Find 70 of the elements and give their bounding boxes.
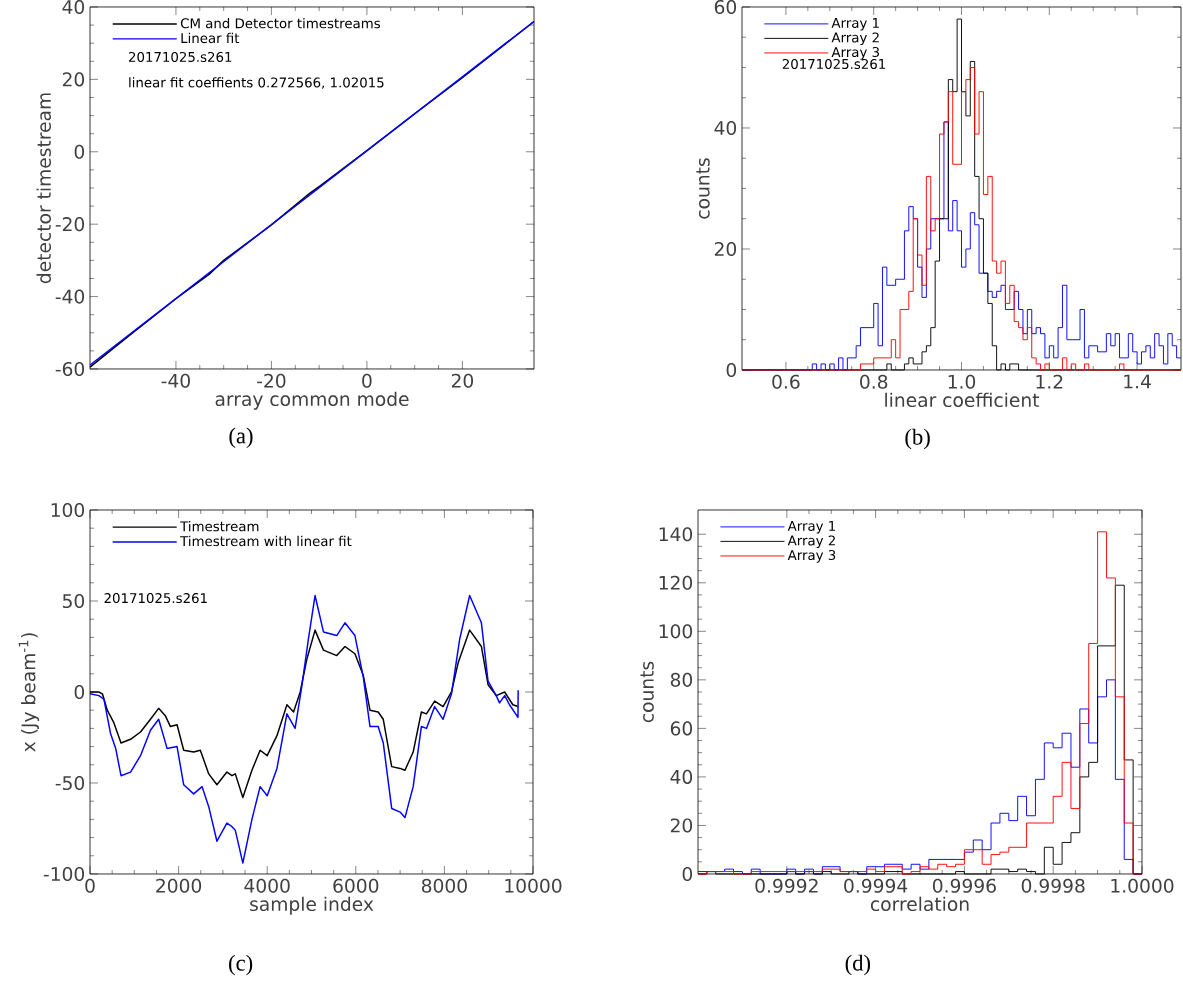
x-tick-label: 20: [451, 373, 474, 388]
y-tick-label: 50: [62, 593, 85, 609]
y-axis-title: x (Jy beam$^{-1}$): [18, 633, 40, 752]
annotation: 20171025.s261: [782, 58, 886, 70]
annotation: 20171025.s261: [129, 51, 232, 62]
x-tick-label: 0: [362, 373, 372, 388]
x-axis-title: linear coefficient: [885, 392, 1040, 408]
x-tick-label: 0.6: [772, 374, 800, 389]
x-tick-label: 0.9992: [755, 878, 818, 893]
y-tick-label: 20: [714, 241, 737, 257]
x-tick-label: -40: [161, 373, 190, 388]
y-tick-label: 100: [51, 502, 85, 518]
x-tick-label: 8000: [421, 878, 467, 893]
y-axis-title: detector timestream: [36, 93, 51, 284]
y-tick-label: 40: [670, 769, 693, 784]
legend-label: Array 3: [831, 46, 879, 60]
x-tick-label: 0.8: [860, 374, 888, 389]
x-tick-label: 1.0000: [1111, 878, 1174, 893]
y-tick-label: -100: [43, 866, 85, 882]
x-tick-label: 0.9998: [1021, 878, 1085, 893]
x-tick-label: 0.9996: [932, 878, 996, 893]
legend-label: Linear fit: [181, 32, 240, 44]
x-tick-label: 10000: [505, 878, 562, 893]
y-tick-label: 20: [670, 818, 693, 833]
y-tick-label: 60: [670, 721, 693, 736]
x-tick-label: 1.4: [1124, 374, 1151, 389]
text: (b): [905, 428, 930, 450]
legend-label: Array 1: [787, 521, 836, 534]
y-tick-label: 0: [726, 362, 737, 378]
legend-label: CM and Detector timestreams: [180, 18, 381, 29]
x-tick-label: 0.9994: [844, 878, 908, 893]
y-tick-label: 120: [659, 575, 693, 590]
line-series: [89, 594, 519, 864]
x-tick-label: 2000: [156, 878, 202, 893]
y-tick-label: 40: [714, 120, 737, 136]
text: (d): [845, 954, 871, 976]
annotation: linear fit coeffients 0.272566, 1.02015: [129, 77, 384, 89]
y-tick-label: 60: [714, 0, 737, 15]
legend-label: Array 2: [787, 535, 835, 549]
y-axis-title: counts: [696, 158, 710, 219]
y-tick-label: -40: [55, 289, 85, 304]
y-tick-label: -50: [55, 775, 85, 791]
y-tick-label: 100: [659, 624, 693, 639]
legend-label: Array 3: [787, 549, 836, 563]
y-tick-label: 80: [670, 672, 693, 687]
legend-label: Timestream: [180, 521, 259, 532]
x-tick-label: 0: [85, 878, 95, 893]
x-axis-title: sample index: [250, 896, 374, 915]
x-axis-title: array common mode: [215, 391, 409, 410]
legend-label: Timestream with linear fit: [180, 535, 352, 547]
y-axis-title: counts: [640, 661, 654, 723]
y-tick-label: 0: [74, 144, 85, 159]
y-tick-label: 0: [74, 684, 85, 700]
annotation: 20171025.s261: [104, 593, 207, 604]
y-tick-label: 20: [62, 72, 85, 87]
legend-label: Array 1: [831, 18, 879, 31]
y-tick-label: -60: [55, 361, 85, 377]
x-axis-title: correlation: [870, 896, 969, 912]
x-tick-label: 6000: [333, 878, 379, 893]
x-tick-label: -20: [257, 373, 286, 388]
x-tick-label: 4000: [244, 878, 290, 893]
y-tick-label: -20: [55, 217, 85, 232]
legend-label: Array 2: [831, 32, 879, 46]
text: (c): [229, 954, 253, 976]
y-tick-label: 0: [682, 866, 693, 882]
x-tick-label: 1.0: [948, 374, 976, 389]
x-tick-label: 1.2: [1036, 374, 1063, 389]
text: (a): [229, 427, 253, 449]
y-tick-label: 40: [62, 0, 85, 15]
y-tick-label: 140: [659, 527, 693, 542]
